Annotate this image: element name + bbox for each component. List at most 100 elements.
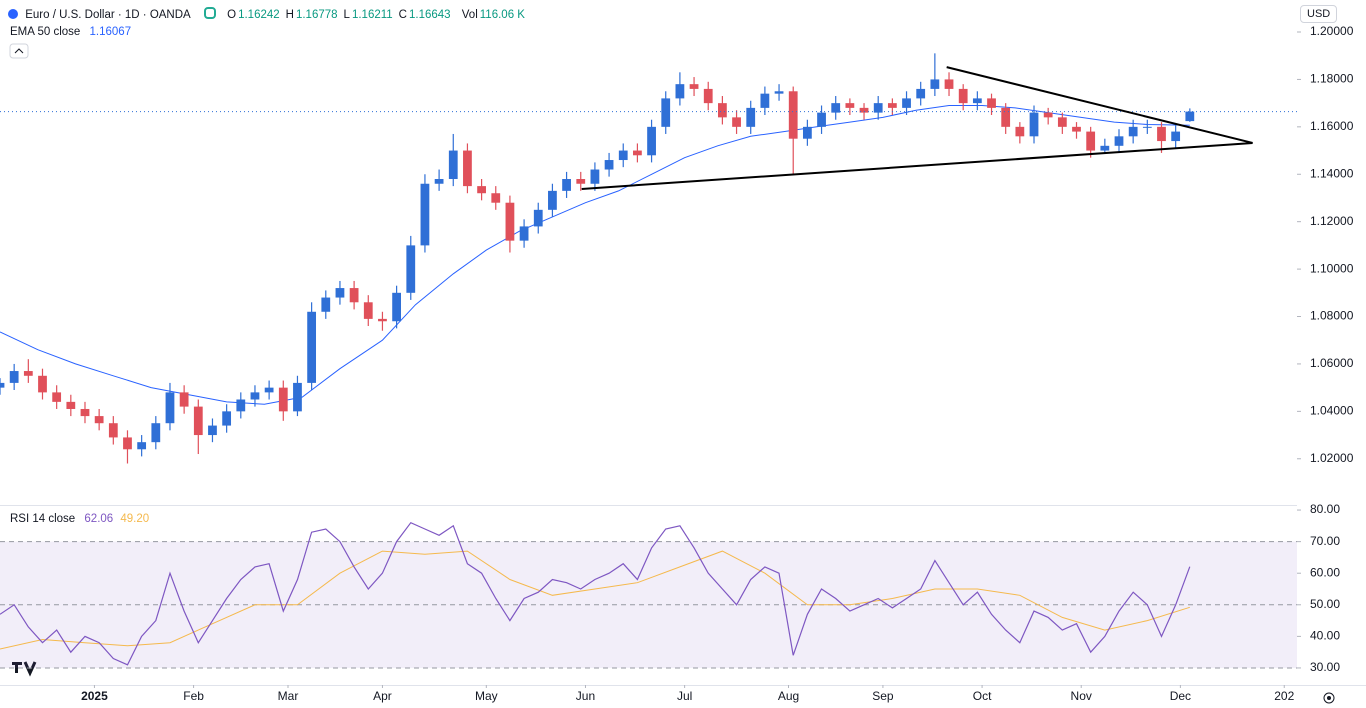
candle bbox=[831, 96, 841, 120]
candle bbox=[392, 285, 401, 329]
candle-body bbox=[307, 311, 317, 383]
y-tick-label: 1.18000 bbox=[1310, 72, 1354, 86]
candle-body bbox=[66, 401, 76, 409]
currency-button[interactable]: USD bbox=[1300, 5, 1338, 23]
candle-body bbox=[123, 437, 132, 450]
ohlc-label: L bbox=[343, 9, 350, 21]
candle-body bbox=[1001, 107, 1011, 127]
candle bbox=[52, 385, 62, 409]
candle-body bbox=[250, 392, 260, 400]
candle bbox=[774, 84, 784, 101]
rsi-legend: RSI 14 close 62.06 49.20 bbox=[10, 513, 151, 525]
ohlc-label: O bbox=[227, 9, 237, 21]
candle-body bbox=[1072, 126, 1081, 132]
candle-body bbox=[278, 387, 288, 412]
candle bbox=[307, 302, 317, 391]
candle bbox=[278, 380, 288, 421]
candle bbox=[222, 404, 232, 433]
candle bbox=[817, 105, 826, 134]
candle bbox=[448, 133, 458, 187]
candle bbox=[718, 96, 727, 125]
candle-body bbox=[222, 411, 232, 426]
rsi-y-tick-label: 40.00 bbox=[1310, 629, 1340, 643]
candle bbox=[1057, 112, 1067, 134]
volume-label: Vol bbox=[461, 9, 478, 21]
candle bbox=[434, 169, 444, 191]
candle-body bbox=[392, 292, 401, 322]
x-tick-label: Oct bbox=[973, 689, 992, 703]
candle bbox=[647, 119, 656, 163]
y-tick-label: 1.14000 bbox=[1310, 166, 1354, 180]
y-tick-label: 1.12000 bbox=[1310, 214, 1354, 228]
candle-body bbox=[703, 88, 713, 104]
candle bbox=[746, 100, 756, 134]
candle bbox=[208, 418, 217, 443]
candle bbox=[1128, 119, 1138, 144]
candle-body bbox=[208, 425, 217, 436]
candle bbox=[378, 311, 387, 331]
candle-body bbox=[179, 392, 189, 407]
candle bbox=[1001, 103, 1011, 134]
candle bbox=[335, 280, 345, 305]
candle-body bbox=[1157, 126, 1166, 142]
collapse-button[interactable] bbox=[9, 43, 29, 59]
candle-body bbox=[23, 371, 33, 376]
candle-body bbox=[165, 392, 175, 424]
candle-body bbox=[519, 226, 529, 241]
candle bbox=[491, 186, 501, 210]
candle-body bbox=[732, 117, 741, 127]
candle bbox=[1015, 122, 1025, 144]
candle bbox=[788, 86, 798, 175]
candle-body bbox=[873, 103, 883, 113]
candle-body bbox=[264, 387, 274, 393]
candle bbox=[661, 91, 671, 134]
rsi-line bbox=[0, 521, 1191, 666]
candle-body bbox=[972, 98, 982, 104]
settings-icon[interactable] bbox=[1323, 692, 1335, 704]
x-tick-label: May bbox=[475, 689, 498, 703]
candle-body bbox=[406, 245, 416, 293]
rsi-y-tick-label: 30.00 bbox=[1310, 660, 1340, 674]
candle bbox=[618, 143, 628, 168]
symbol-legend: Euro / U.S. Dollar · 1D · OANDA O 1.16242… bbox=[8, 7, 531, 21]
candle-body bbox=[378, 318, 387, 322]
ohlc-value: 1.16242 bbox=[238, 9, 280, 21]
candle bbox=[675, 72, 685, 106]
candle bbox=[972, 91, 982, 111]
candle-body bbox=[802, 126, 812, 139]
candle-body bbox=[760, 93, 770, 108]
y-tick-label: 1.20000 bbox=[1310, 24, 1354, 38]
candle-body bbox=[788, 91, 798, 139]
ohlc-label: C bbox=[398, 9, 407, 21]
candle bbox=[902, 91, 911, 115]
x-tick-label: 202 bbox=[1274, 689, 1294, 703]
candle-body bbox=[1015, 126, 1025, 137]
rsi-y-tick-label: 60.00 bbox=[1310, 565, 1340, 579]
candle-body bbox=[590, 169, 600, 184]
x-tick-label: Mar bbox=[278, 689, 299, 703]
x-tick-label: Jul bbox=[677, 689, 692, 703]
candle bbox=[873, 96, 883, 120]
candle-body bbox=[38, 375, 47, 393]
candle-body bbox=[434, 179, 444, 184]
candle bbox=[151, 416, 161, 450]
ema-legend: EMA 50 close 1.16067 bbox=[10, 26, 133, 38]
candle bbox=[66, 394, 76, 417]
candle-body bbox=[689, 84, 699, 89]
candle bbox=[1072, 122, 1081, 139]
candle bbox=[137, 435, 147, 457]
candle-body bbox=[562, 179, 571, 191]
candle-body bbox=[193, 406, 203, 436]
candle-body bbox=[363, 302, 373, 319]
candle-body bbox=[80, 408, 90, 417]
candle-body bbox=[604, 160, 614, 170]
candle-body bbox=[1100, 145, 1110, 151]
candle bbox=[477, 179, 486, 201]
candle bbox=[1157, 122, 1166, 153]
y-tick-label: 1.10000 bbox=[1310, 261, 1354, 275]
candle-body bbox=[774, 91, 784, 94]
candle bbox=[94, 408, 104, 431]
candle-body bbox=[477, 186, 486, 194]
x-tick-label: Apr bbox=[373, 689, 392, 703]
